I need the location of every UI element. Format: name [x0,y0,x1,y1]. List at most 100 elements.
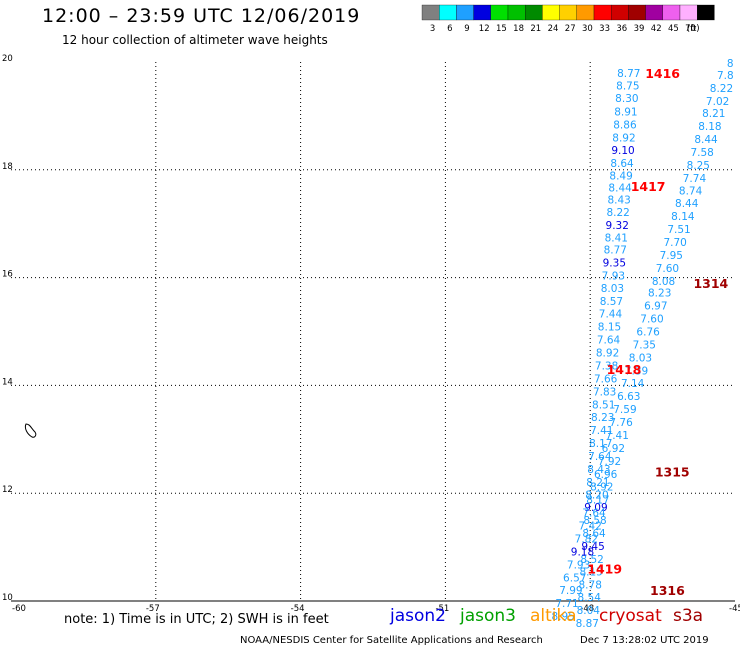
wave-height-value: 7.92 [598,456,621,468]
wave-height-value: 8.75 [616,81,639,93]
legend-swatch [662,4,681,21]
page-subtitle: 12 hour collection of altimeter wave hei… [62,33,328,47]
x-tick-label: -54 [291,604,305,614]
wave-height-value: 9.09 [584,502,607,514]
wave-height-value: 8.23 [648,288,671,300]
page-title: 12:00 – 23:59 UTC 12/06/2019 [42,5,361,27]
wave-height-value: 8.30 [615,93,638,105]
wave-height-value: 8.23 [591,412,614,424]
wave-height-value: 8.78 [579,579,602,591]
legend-swatch [576,4,595,21]
footer-note: note: 1) Time is in UTC; 2) SWH is in fe… [64,612,329,627]
wave-height-observations: 8.778.758.308.918.868.929.108.648.498.44… [551,58,733,630]
legend-bin-label: 3 [430,24,435,34]
track-label: 1314 [693,276,728,291]
wave-height-value: 7.60 [640,314,663,326]
legend-bin-label: 33 [599,24,610,34]
y-tick-label: 20 [2,54,13,64]
track-label: 1417 [631,179,666,194]
legend-jason2: jason2 [390,606,446,626]
legend-swatch [525,4,543,21]
wave-height-value: 7.35 [633,339,656,351]
wave-height-value: 7.66 [594,373,618,385]
wave-height-value: 8.54 [578,592,602,604]
legend-bin-label: 6 [447,24,452,34]
wave-height-value: 7.8 [717,70,734,82]
legend-bin-label: 45 [668,24,679,34]
wave-height-value: 8.95 [551,611,574,623]
wave-height-value: 9.10 [611,145,634,157]
wave-height-value: 8.14 [671,211,695,223]
generated-timestamp: Dec 7 13:28:02 UTC 2019 [580,635,709,646]
wave-height-value: 7.41 [590,425,613,437]
wave-height-value: 8.91 [614,107,637,119]
legend-bin-label: 15 [496,24,507,34]
wave-height-value: 8.64 [610,158,634,170]
legend-unit: (ft) [687,24,700,34]
wave-height-value: 8.03 [629,352,652,364]
legend-s3a: s3a [673,606,704,626]
wave-height-value: 8.44 [694,134,718,146]
y-tick-label: 14 [2,377,13,387]
wave-height-value: 8.64 [582,528,606,540]
legend-swatch [421,4,440,21]
legend-swatch [473,4,491,21]
wave-height-value: 6.96 [594,469,618,481]
wave-height-value: 8.92 [596,348,619,360]
wave-height-value: 9.45 [581,541,604,553]
x-tick-label: -57 [146,604,160,614]
wave-height-value: 8.21 [702,108,725,120]
wave-height-value: 8.08 [652,276,675,288]
y-tick-label: 16 [2,270,13,280]
wave-height-value: 8.22 [606,207,629,219]
track-labels: 1416 1417 1418 1419 1314 1315 1316 [587,66,728,598]
legend-swatch [542,4,560,21]
x-tick-label: -48 [580,604,594,614]
wave-height-value: 7.38 [595,360,618,372]
wave-height-value: 8.17 [589,438,612,450]
wave-height-value: 7.60 [656,263,679,275]
wave-height-value: 8.43 [587,464,610,476]
track-label: 1416 [645,66,680,81]
x-tick-label: -51 [435,604,449,614]
legend-bin-label: 24 [548,24,559,34]
wave-height-value: 8.86 [613,120,637,132]
legend-swatch [559,4,577,21]
track-label: 1315 [655,465,690,480]
legend-swatch [456,4,474,21]
wave-height-value: 6.92 [602,443,625,455]
wave-height-value: 8.25 [687,160,710,172]
legend-bin-label: 42 [651,24,662,34]
wave-height-value: 8.52 [580,554,603,566]
wave-height-value: 7.44 [599,309,623,321]
wave-height-value: 8.57 [600,296,623,308]
legend-swatch [697,4,715,21]
legend-swatch [611,4,629,21]
wave-height-value: 7.41 [606,430,629,442]
wave-height-value: 8.17 [586,495,609,507]
wave-height-value: 8.77 [604,245,627,257]
track-label: 1419 [587,562,622,577]
wave-height-value: 7.76 [609,417,633,429]
wave-height-value: 8.03 [601,283,624,295]
wave-height-value: 7.39 [625,365,648,377]
legend-bin-label: 36 [616,24,627,34]
wave-height-value: 7.64 [597,335,621,347]
wave-height-value: 8.15 [598,322,621,334]
legend-cryosat: cryosat [599,606,662,626]
legend-bin-label: 18 [513,24,524,34]
wave-height-value: 8.43 [607,194,630,206]
wave-height-value: 8.51 [592,399,615,411]
wave-height-value: 7.95 [660,250,683,262]
wave-height-value: 7.42 [579,521,602,533]
wave-height-value: 8 [727,58,734,70]
wave-height-value: 8.22 [710,83,733,95]
wave-height-value: 8.20 [585,489,608,501]
legend-swatch [507,4,526,21]
legend-jason3: jason3 [460,606,516,626]
wave-height-value: 8.49 [609,171,632,183]
wave-height-value: 7.70 [663,237,686,249]
wave-height-value: 7.99 [559,585,582,597]
wave-height-value: 8.44 [675,198,699,210]
